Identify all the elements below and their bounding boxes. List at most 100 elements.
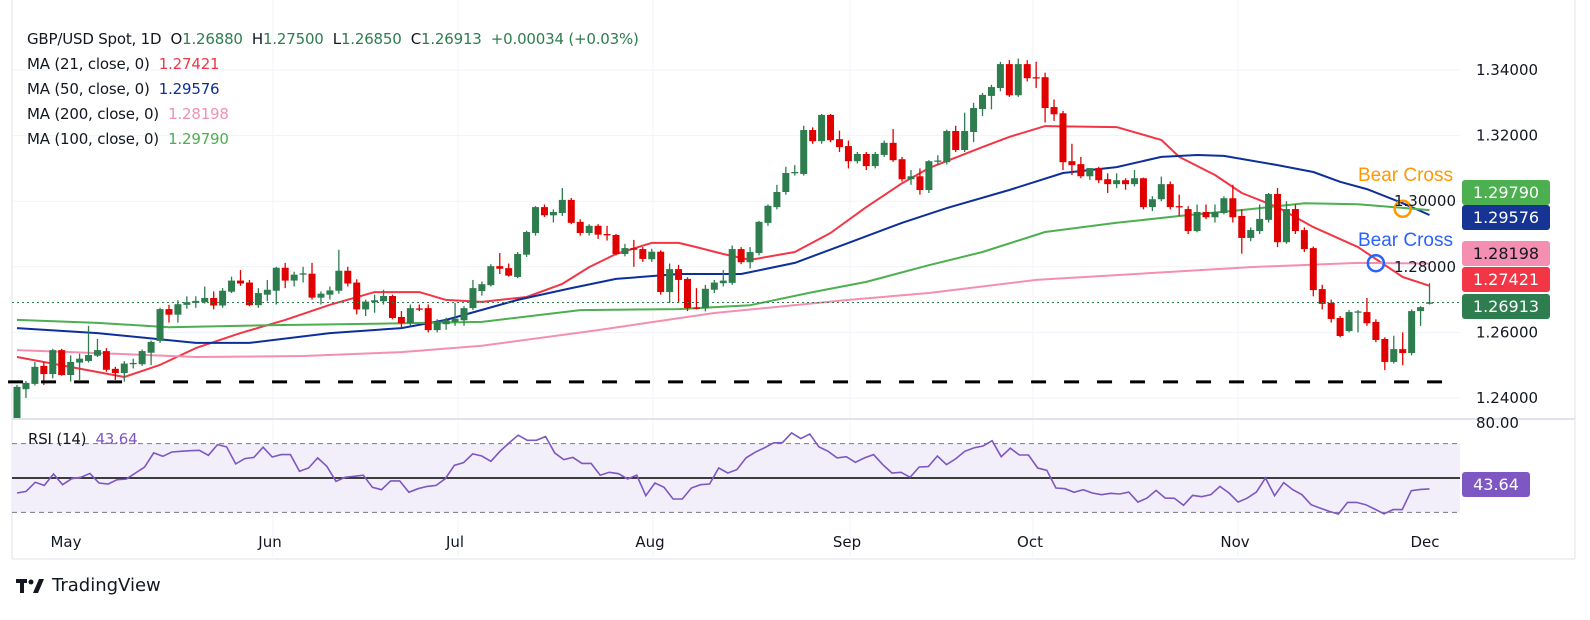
ma50-legend[interactable]: MA (50, close, 0) 1.29576 xyxy=(27,80,220,98)
candle-down xyxy=(594,225,602,235)
price-tag-ma50: 1.29576 xyxy=(1462,205,1550,230)
candle-up xyxy=(1408,311,1416,354)
ma50-label: MA (50, close, 0) xyxy=(27,80,150,98)
candle-down xyxy=(1318,289,1326,304)
candle-down xyxy=(603,234,611,236)
candle-up xyxy=(1345,312,1353,332)
month-label: Nov xyxy=(1220,533,1249,551)
candle-up xyxy=(523,232,531,255)
ma-line xyxy=(16,261,1430,358)
price-axis[interactable]: 1.34000 1.32000 1.30000 1.28000 1.26000 1.240… xyxy=(1394,61,1538,407)
candle-up xyxy=(67,361,75,376)
ma-line xyxy=(16,125,1430,378)
candle-down xyxy=(809,130,817,142)
candle-up xyxy=(934,160,942,162)
candle-down xyxy=(102,351,110,370)
candle-up xyxy=(380,295,388,302)
candle-down xyxy=(58,350,66,376)
price-tag-ma100: 1.29790 xyxy=(1462,180,1550,205)
candle-up xyxy=(406,308,414,324)
candle-down xyxy=(916,176,924,191)
month-label: Jun xyxy=(257,533,281,551)
candle-down xyxy=(281,267,289,281)
price-tag-ma200: 1.28198 xyxy=(1462,241,1550,266)
low-value: 1.26850 xyxy=(340,30,402,48)
candle-up xyxy=(31,366,39,384)
candle-up xyxy=(299,273,307,275)
candle-up xyxy=(987,87,995,96)
candle-up xyxy=(871,153,879,167)
candle-up xyxy=(558,199,566,214)
candle-down xyxy=(889,142,897,161)
candle-down xyxy=(415,308,423,310)
ma100-legend[interactable]: MA (100, close, 0) 1.29790 xyxy=(27,130,229,148)
candle-down xyxy=(844,146,852,162)
candle-down xyxy=(1184,209,1192,232)
month-label: May xyxy=(50,533,81,551)
grid xyxy=(11,0,1576,560)
candle-up xyxy=(335,270,343,291)
candle-up xyxy=(290,274,298,281)
candle-down xyxy=(344,270,352,284)
open-value: 1.26880 xyxy=(182,30,243,48)
candle-down xyxy=(496,266,504,269)
candle-down xyxy=(1068,161,1076,166)
high-value: 1.27500 xyxy=(263,30,324,48)
symbol-legend: GBP/USD Spot, 1D O1.26880 H1.27500 L1.26… xyxy=(27,30,639,48)
candle-up xyxy=(701,288,709,309)
ma21-value: 1.27421 xyxy=(158,55,220,73)
candle-down xyxy=(505,268,513,276)
close-value: 1.26913 xyxy=(421,30,482,48)
change-value: +0.00034 (+0.03%) xyxy=(490,30,639,48)
candle-down xyxy=(1372,321,1380,340)
time-axis[interactable]: May Jun Jul Aug Sep Oct Nov Dec xyxy=(50,533,1439,551)
ma-line xyxy=(16,202,1430,329)
candle-up xyxy=(1148,199,1156,208)
candle-down xyxy=(397,316,405,324)
candle-down xyxy=(898,159,906,180)
candle-up xyxy=(442,320,450,325)
candle-down xyxy=(1023,64,1031,79)
candle-up xyxy=(487,266,495,286)
candle-up xyxy=(1157,184,1165,200)
moving-average-lines xyxy=(16,125,1430,378)
month-label: Sep xyxy=(833,533,861,551)
candle-down xyxy=(630,248,638,250)
rsi-legend[interactable]: RSI (14) 43.64 xyxy=(28,430,138,448)
candle-up xyxy=(1193,212,1201,232)
candle-up xyxy=(156,309,164,341)
tradingview-brand: TradingView xyxy=(52,575,161,596)
candle-up xyxy=(433,322,441,331)
candle-down xyxy=(165,309,173,315)
candle-up xyxy=(254,293,262,306)
ma200-value: 1.28198 xyxy=(168,105,229,123)
rsi-line xyxy=(16,431,1430,516)
candle-up xyxy=(1247,230,1255,238)
candle-up xyxy=(1086,168,1094,177)
candle-up xyxy=(514,254,522,277)
candle-up xyxy=(818,114,826,142)
overlays xyxy=(8,199,1460,384)
candle-down xyxy=(1175,206,1183,208)
ma21-legend[interactable]: MA (21, close, 0) 1.27421 xyxy=(27,55,220,73)
candle-down xyxy=(540,207,548,216)
candle-up xyxy=(1211,212,1219,218)
candle-down xyxy=(388,295,396,318)
candle-up xyxy=(1256,218,1264,232)
candle-up xyxy=(1220,198,1228,214)
bear-cross-label-ma21-ma200: Bear Cross xyxy=(1358,230,1453,251)
candle-up xyxy=(1265,193,1273,220)
tradingview-logo-icon xyxy=(16,578,44,593)
candle-down xyxy=(111,368,119,374)
candle-down xyxy=(1327,302,1335,319)
candle-up xyxy=(138,351,146,365)
tradingview-logo[interactable]: TradingView xyxy=(16,575,161,596)
candle-up xyxy=(728,249,736,283)
ma200-legend[interactable]: MA (200, close, 0) 1.28198 xyxy=(27,105,229,123)
candle-down xyxy=(210,297,218,306)
symbol-title[interactable]: GBP/USD Spot, 1D xyxy=(27,30,162,48)
candle-up xyxy=(970,108,978,132)
candle-up xyxy=(1354,311,1362,313)
candle-up xyxy=(451,318,459,322)
